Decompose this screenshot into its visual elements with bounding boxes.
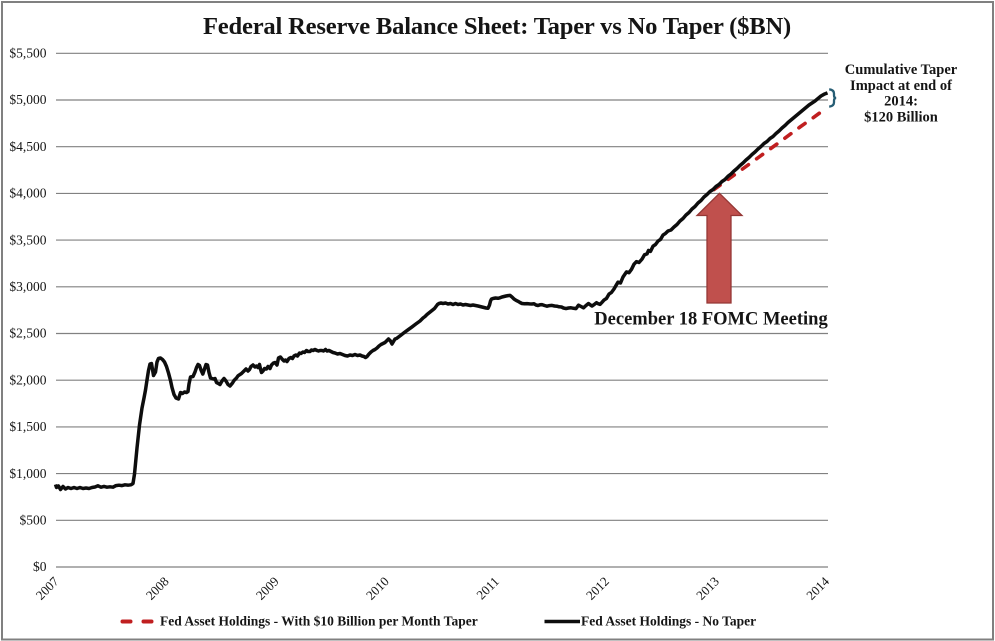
svg-text:$3,500: $3,500 <box>9 232 46 247</box>
svg-text:December 18 FOMC Meeting: December 18 FOMC Meeting <box>594 310 828 330</box>
svg-text:$2,000: $2,000 <box>9 372 46 387</box>
svg-text:$1,000: $1,000 <box>9 466 46 481</box>
svg-text:$5,000: $5,000 <box>9 92 46 107</box>
svg-text:$120 Billion: $120 Billion <box>864 110 938 126</box>
svg-text:Fed Asset Holdings - With $10: Fed Asset Holdings - With $10 Billion pe… <box>160 613 478 628</box>
svg-text:$1,500: $1,500 <box>9 419 46 434</box>
svg-text:2014:: 2014: <box>884 94 918 110</box>
svg-text:Impact at end of: Impact at end of <box>850 78 952 94</box>
svg-text:$4,500: $4,500 <box>9 139 46 154</box>
svg-text:$0: $0 <box>33 559 47 574</box>
svg-text:$4,000: $4,000 <box>9 186 46 201</box>
svg-text:$500: $500 <box>20 513 47 528</box>
svg-text:Federal Reserve Balance Sheet:: Federal Reserve Balance Sheet: Taper vs … <box>203 13 791 40</box>
svg-text:Cumulative Taper: Cumulative Taper <box>845 62 958 78</box>
svg-text:$5,500: $5,500 <box>9 46 46 61</box>
svg-text:Fed Asset Holdings - No Taper: Fed Asset Holdings - No Taper <box>581 613 756 628</box>
svg-text:$3,000: $3,000 <box>9 279 46 294</box>
svg-text:$2,500: $2,500 <box>9 326 46 341</box>
